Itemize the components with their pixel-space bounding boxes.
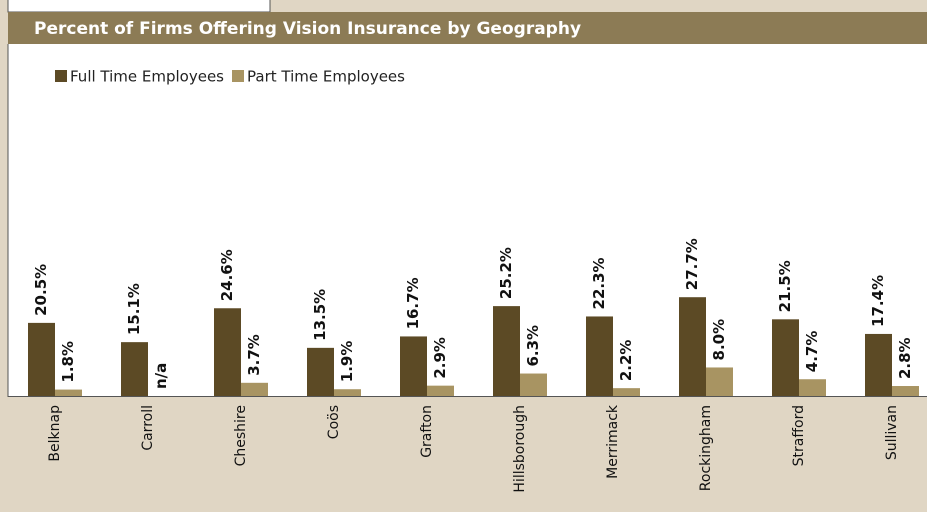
data-label: 6.3% [524,325,542,367]
x-tick-label: Belknap [47,405,63,462]
data-label: 3.7% [245,334,263,376]
bar [892,386,919,396]
title-bar [8,12,927,44]
chart-title: Percent of Firms Offering Vision Insuran… [34,19,581,39]
data-label: 15.1% [125,283,143,335]
bar [241,382,268,396]
data-label: 21.5% [776,260,794,312]
data-label: 24.6% [218,249,236,301]
bar [121,342,148,396]
bar [772,319,799,396]
legend-label: Full Time Employees [70,68,224,86]
bar [865,333,892,396]
bar [493,306,520,396]
bar [28,322,55,396]
data-label: 17.4% [869,275,887,327]
bar [427,385,454,396]
data-label: 20.5% [32,264,50,316]
bar [799,379,826,396]
data-label: 2.9% [431,337,449,379]
data-label: 22.3% [590,257,608,309]
data-label: 4.7% [803,331,821,373]
x-tick-label: Hillsborough [512,405,528,493]
x-tick-label: Rockingham [698,405,714,491]
tab [7,0,271,13]
data-label: 8.0% [710,319,728,361]
x-tick-label: Strafford [791,405,807,466]
bar [307,347,334,396]
x-tick-label: Sullivan [884,405,900,460]
data-label: 1.8% [59,341,77,383]
legend-label: Part Time Employees [247,68,405,86]
x-tick-label: Grafton [419,405,435,458]
bar [334,389,361,396]
bar [706,367,733,396]
data-label: 2.8% [896,337,914,379]
bar [55,389,82,396]
data-label: 25.2% [497,247,515,299]
data-label: 13.5% [311,289,329,341]
data-label: 16.7% [404,277,422,329]
bar [400,336,427,396]
bar [214,308,241,396]
bar [613,388,640,396]
data-label: 27.7% [683,238,701,290]
bar [679,297,706,396]
bar [586,316,613,396]
legend-swatch [55,70,67,82]
data-label: 2.2% [617,340,635,382]
x-tick-label: Coös [326,405,342,439]
bar [520,373,547,396]
x-tick-label: Merrimack [605,404,621,479]
data-label: n/a [152,363,170,389]
data-label: 1.9% [338,341,356,383]
x-tick-label: Cheshire [233,405,249,466]
x-tick-label: Carroll [140,405,156,451]
legend-swatch [232,70,244,82]
